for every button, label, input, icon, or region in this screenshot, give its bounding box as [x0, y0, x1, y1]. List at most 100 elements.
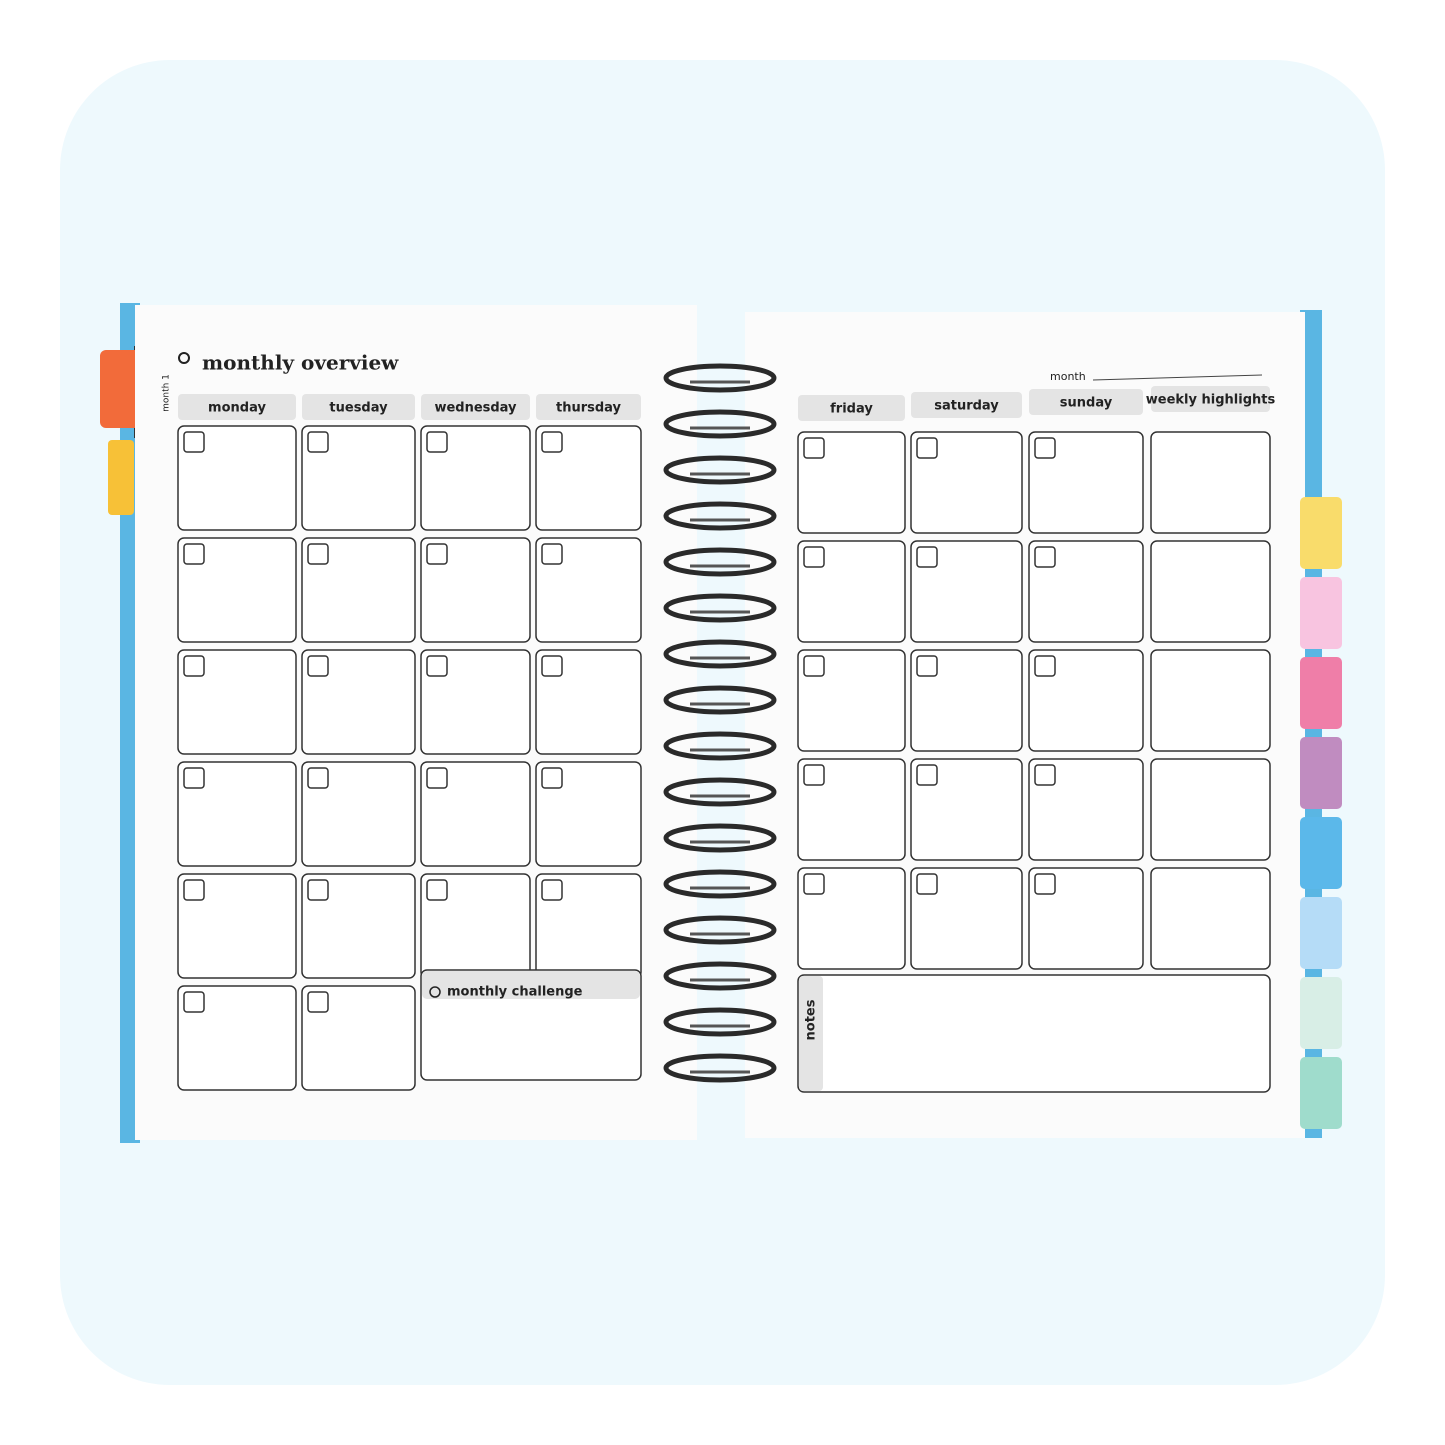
- checkbox: [426, 543, 448, 565]
- day-cell: [177, 649, 297, 755]
- spiral-ring: [663, 823, 777, 853]
- day-cell: [535, 761, 642, 867]
- month-line: [1092, 374, 1263, 381]
- day-cell: [797, 649, 906, 752]
- day-cell: [177, 537, 297, 643]
- day-cell: [177, 985, 297, 1091]
- checkbox: [183, 991, 205, 1013]
- day-cell: [1028, 758, 1144, 861]
- day-cell: [301, 649, 416, 755]
- day-cell: [910, 540, 1023, 643]
- checkbox: [803, 764, 825, 786]
- checkbox: [803, 873, 825, 895]
- day-cell: [1028, 649, 1144, 752]
- day-cell: [301, 761, 416, 867]
- day-cell: [301, 985, 416, 1091]
- divider-tab: [1300, 897, 1342, 969]
- day-name: saturday: [934, 399, 999, 414]
- spiral-ring: [663, 363, 777, 393]
- divider-tab: [1300, 657, 1342, 729]
- checkbox: [307, 655, 329, 677]
- checkbox: [307, 991, 329, 1013]
- day-cell: [420, 425, 531, 531]
- checkbox: [1034, 546, 1056, 568]
- divider-tab: [1300, 977, 1342, 1049]
- checkbox: [916, 655, 938, 677]
- day-cell: [1150, 431, 1271, 534]
- day-name: tuesday: [329, 401, 388, 416]
- day-header: [911, 392, 1022, 418]
- search-icon: [178, 352, 190, 364]
- day-cell: [177, 761, 297, 867]
- spiral-ring: [663, 731, 777, 761]
- spiral-ring: [663, 409, 777, 439]
- day-cell: [1150, 649, 1271, 752]
- day-header: [1151, 386, 1270, 412]
- checkbox: [916, 546, 938, 568]
- day-cell: [910, 758, 1023, 861]
- day-cell: [797, 431, 906, 534]
- checkbox: [916, 873, 938, 895]
- day-cell: [910, 867, 1023, 970]
- day-cell: [301, 537, 416, 643]
- checkbox: [541, 767, 563, 789]
- day-cell: [535, 425, 642, 531]
- day-name: sunday: [1060, 396, 1113, 411]
- divider-tab: [1300, 577, 1342, 649]
- yellow-tab: [108, 440, 134, 515]
- checkbox: [541, 655, 563, 677]
- day-cell: [177, 873, 297, 979]
- checkbox: [541, 543, 563, 565]
- day-cell: [535, 873, 642, 979]
- day-name: thursday: [556, 401, 622, 416]
- spiral-ring: [663, 685, 777, 715]
- challenge-header: [422, 971, 640, 999]
- day-name: friday: [830, 402, 873, 417]
- spiral-ring: [663, 869, 777, 899]
- page-title: monthly overview: [202, 351, 399, 375]
- checkbox: [803, 437, 825, 459]
- spiral-ring: [663, 547, 777, 577]
- spiral-ring: [663, 639, 777, 669]
- spiral-ring: [663, 777, 777, 807]
- checkbox: [426, 879, 448, 901]
- day-cell: [797, 758, 906, 861]
- checkbox: [541, 431, 563, 453]
- notes-header: [799, 976, 823, 1091]
- checkbox: [307, 767, 329, 789]
- day-header: [536, 394, 641, 420]
- day-cell: [1150, 540, 1271, 643]
- day-cell: [1028, 540, 1144, 643]
- checkbox: [307, 431, 329, 453]
- day-cell: [910, 649, 1023, 752]
- checkbox: [426, 431, 448, 453]
- day-cell: [910, 431, 1023, 534]
- checkbox: [426, 655, 448, 677]
- checkbox: [916, 764, 938, 786]
- checkbox: [183, 655, 205, 677]
- day-name: wednesday: [434, 401, 517, 416]
- day-cell: [797, 867, 906, 970]
- day-header: [798, 395, 905, 421]
- day-cell: [797, 540, 906, 643]
- day-cell: [420, 761, 531, 867]
- day-cell: [301, 425, 416, 531]
- checkbox: [183, 879, 205, 901]
- day-cell: [1150, 758, 1271, 861]
- tab-label: month 1: [162, 374, 172, 412]
- spiral-ring: [663, 1053, 777, 1083]
- divider-tab: [1300, 817, 1342, 889]
- spiral-ring: [663, 501, 777, 531]
- day-cell: [177, 425, 297, 531]
- checkbox: [1034, 437, 1056, 459]
- checkbox: [1034, 655, 1056, 677]
- day-cell: [420, 649, 531, 755]
- day-cell: [301, 873, 416, 979]
- checkbox: [183, 431, 205, 453]
- spiral-ring: [663, 1007, 777, 1037]
- divider-tab: [1300, 737, 1342, 809]
- day-cell: [1028, 867, 1144, 970]
- challenge-label: monthly challenge: [447, 985, 583, 1000]
- day-name: weekly highlights: [1146, 393, 1276, 408]
